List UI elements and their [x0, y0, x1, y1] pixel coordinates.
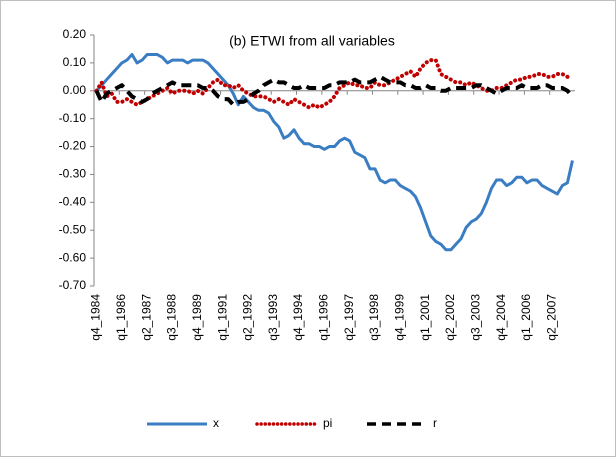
series-line [94, 74, 574, 107]
x-tick-label: q3_1993 [266, 294, 280, 341]
series-line [95, 53, 574, 252]
x-tick-label: q1_1996 [317, 294, 331, 341]
x-tick-label: q1_1991 [215, 294, 229, 341]
x-tick-label: q1_2001 [418, 294, 432, 341]
x-tick-label: q1_2006 [519, 294, 533, 341]
y-tick-label: -0.40 [59, 195, 87, 209]
y-tick-label: -0.70 [59, 278, 87, 292]
legend-label: pi [323, 416, 332, 430]
y-tick-label: -0.20 [59, 139, 87, 153]
x-tick-label: q2_1987 [139, 294, 153, 341]
x-tick-label: q4_1994 [291, 294, 305, 341]
x-tick-label: q2_1992 [241, 294, 255, 341]
x-tick-label: q3_2003 [468, 294, 482, 341]
y-tick-label: -0.30 [59, 167, 87, 181]
y-tick-label: 0.00 [63, 83, 87, 97]
x-tick-label: q4_2004 [494, 294, 508, 341]
x-tick-label: q4_1999 [392, 294, 406, 341]
y-tick-label: -0.10 [59, 111, 87, 125]
x-tick-label: q4_1989 [190, 294, 204, 341]
y-tick-label: -0.50 [59, 222, 87, 236]
x-tick-label: q2_1997 [342, 294, 356, 341]
y-tick-label: 0.10 [63, 55, 87, 69]
legend-label: x [213, 416, 219, 430]
x-tick-label: q2_2007 [544, 294, 558, 341]
x-tick-label: q4_1984 [89, 294, 103, 341]
x-tick-label: q2_2002 [443, 294, 457, 341]
x-tick-label: q3_1998 [367, 294, 381, 341]
y-tick-label: 0.20 [63, 27, 87, 41]
legend-label: r [433, 416, 437, 430]
y-tick-label: -0.60 [59, 250, 87, 264]
x-tick-label: q3_1988 [165, 294, 179, 341]
x-tick-label: q1_1986 [114, 294, 128, 341]
chart-title: (b) ETWI from all variables [229, 33, 395, 49]
